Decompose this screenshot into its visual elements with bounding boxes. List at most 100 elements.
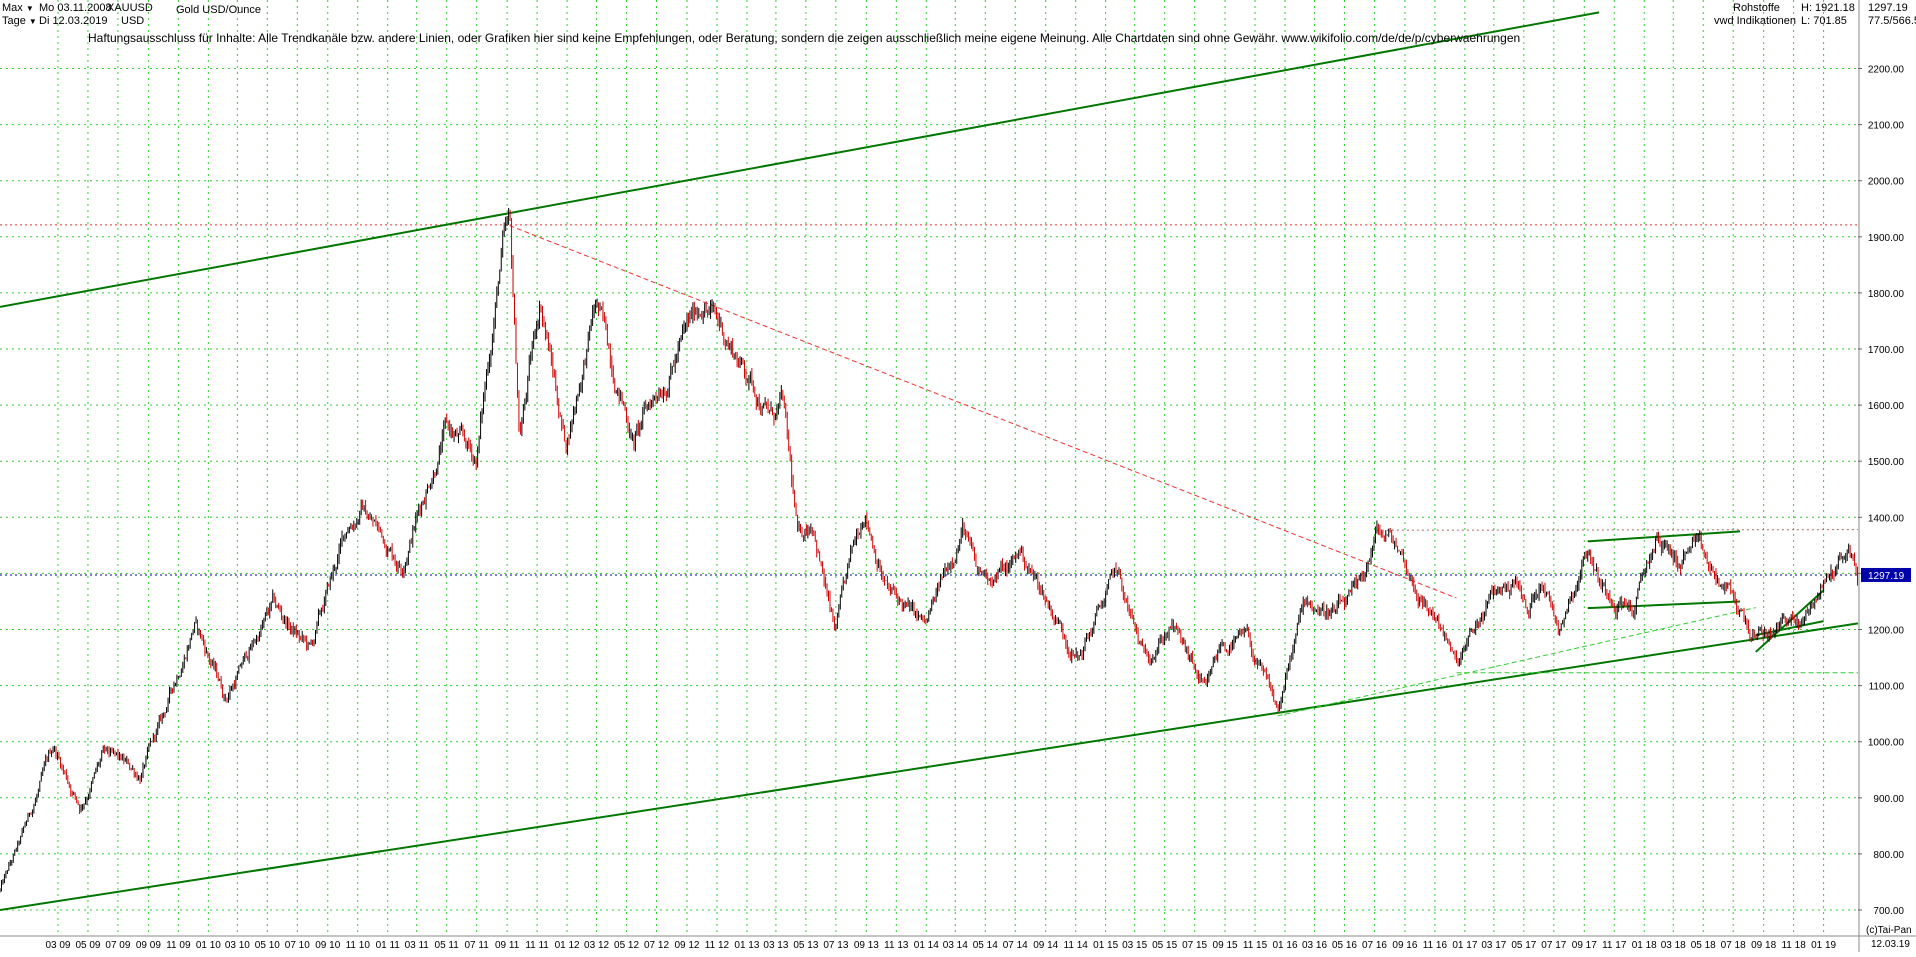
x-tick-label: 03 13 — [763, 940, 788, 951]
x-tick-label: 01 11 — [376, 940, 401, 951]
x-tick-label: 03 10 — [225, 940, 250, 951]
x-tick-label: 09 12 — [674, 940, 699, 951]
x-tick-label: 07 12 — [644, 940, 669, 951]
x-tick-label: 09 18 — [1751, 940, 1776, 951]
y-tick-label: 2200.00 — [1868, 65, 1905, 76]
x-tick-label: 07 11 — [465, 940, 490, 951]
x-tick-label: 05 17 — [1511, 940, 1536, 951]
range-label: Max — [2, 2, 23, 14]
currency-label: USD — [121, 15, 145, 27]
category-label: Rohstoffe — [1733, 2, 1780, 14]
x-tick-label: 09 13 — [854, 940, 879, 951]
x-tick-label: 05 13 — [793, 940, 818, 951]
x-tick-label: 03 15 — [1122, 940, 1147, 951]
chevron-down-icon: ▼ — [25, 4, 34, 13]
x-tick-label: 07 18 — [1721, 940, 1746, 951]
current-price-label: 1297.19 — [1868, 571, 1905, 582]
trend-line — [509, 225, 1457, 599]
trend-line — [0, 622, 1859, 911]
x-tick-label: 07 09 — [105, 940, 130, 951]
price-tag-layer: 1297.19 — [1861, 567, 1911, 582]
x-tick-label: 05 16 — [1332, 940, 1357, 951]
trend-line — [1587, 530, 1741, 543]
y-tick-label: 1700.00 — [1868, 345, 1905, 356]
current-price-tag — [1861, 567, 1911, 582]
x-tick-label: 03 16 — [1302, 940, 1327, 951]
y-tick-label: 1600.00 — [1868, 401, 1905, 412]
x-tick-label: 09 15 — [1213, 940, 1238, 951]
range-info: 77.5/566.5 — [1868, 15, 1916, 27]
x-axis: 03 09 05 09 07 09 09 09 11 09 01 10 03 10 05 10… — [0, 935, 1916, 951]
high-value: H: 1921.18 — [1801, 2, 1855, 14]
y-tick-label: 1900.00 — [1868, 233, 1905, 244]
x-tick-label: 07 17 — [1541, 940, 1566, 951]
date-to: Di 12.03.2019 — [39, 15, 108, 27]
x-tick-label: 01 19 — [1811, 940, 1836, 951]
x-tick-label: 09 09 — [136, 940, 161, 951]
trend-line — [1587, 600, 1741, 610]
x-tick-label: 05 11 — [435, 940, 460, 951]
x-tick-label: 11 14 — [1064, 940, 1089, 951]
x-tick-label: 07 14 — [1003, 940, 1028, 951]
x-tick-label: 05 10 — [255, 940, 280, 951]
copyright-label: (c)Tai-Pan — [1866, 925, 1912, 936]
x-tick-label: 03 09 — [45, 940, 70, 951]
y-tick-label: 1800.00 — [1868, 289, 1905, 300]
x-tick-label: 11 17 — [1602, 940, 1627, 951]
x-tick-label: 09 10 — [315, 940, 340, 951]
x-tick-label: 11 15 — [1243, 940, 1268, 951]
x-tick-label: 03 12 — [584, 940, 609, 951]
x-tick-label: 11 13 — [884, 940, 909, 951]
x-tick-label: 03 18 — [1661, 940, 1686, 951]
source-label: vwd Indikationen — [1714, 15, 1796, 27]
x-tick-label: 01 12 — [555, 940, 580, 951]
trend-line — [1277, 607, 1756, 717]
x-tick-label: 09 17 — [1572, 940, 1597, 951]
y-tick-label: 1200.00 — [1868, 626, 1905, 637]
x-tick-label: 11 10 — [346, 940, 371, 951]
trend-line — [0, 11, 1600, 308]
x-tick-label: 03 14 — [943, 940, 968, 951]
y-tick-label: 1100.00 — [1869, 682, 1905, 693]
interval-selector[interactable]: Tage ▼ — [2, 15, 37, 28]
low-value: L: 701.85 — [1801, 15, 1847, 27]
chevron-down-icon: ▼ — [28, 17, 37, 26]
date-from: Mo 03.11.2008 — [39, 2, 112, 14]
interval-label: Tage — [2, 15, 26, 27]
symbol-label: XAUUSD — [107, 2, 153, 14]
range-selector[interactable]: Max ▼ — [2, 2, 34, 15]
x-tick-label: 09 16 — [1392, 940, 1417, 951]
x-tick-label: 03 11 — [405, 940, 430, 951]
x-tick-label: 09 14 — [1033, 940, 1058, 951]
x-tick-label: 07 16 — [1362, 940, 1387, 951]
y-tick-label: 1400.00 — [1868, 513, 1905, 524]
x-tick-label: 01 15 — [1093, 940, 1118, 951]
y-tick-label: 800.00 — [1873, 850, 1904, 861]
y-tick-label: 900.00 — [1873, 794, 1904, 805]
x-tick-label: 05 09 — [75, 940, 100, 951]
price-series — [0, 207, 1859, 893]
y-tick-label: 2000.00 — [1868, 177, 1905, 188]
x-tick-label: 11 12 — [705, 940, 730, 951]
x-tick-label: 07 15 — [1182, 940, 1207, 951]
y-tick-label: 1500.00 — [1868, 457, 1905, 468]
x-tick-label: 01 17 — [1452, 940, 1477, 951]
trend-line — [1376, 529, 1859, 531]
last-date-label: 12.03.19 — [1871, 939, 1910, 950]
x-tick-label: 05 12 — [614, 940, 639, 951]
x-tick-label: 11 16 — [1423, 940, 1448, 951]
x-tick-label: 05 15 — [1152, 940, 1177, 951]
grid-layer — [0, 0, 1858, 936]
x-tick-label: 01 18 — [1632, 940, 1657, 951]
x-tick-label: 01 13 — [734, 940, 759, 951]
x-tick-label: 05 18 — [1691, 940, 1716, 951]
x-tick-label: 05 14 — [973, 940, 998, 951]
x-tick-label: 11 09 — [166, 940, 191, 951]
x-tick-label: 11 11 — [525, 940, 549, 951]
y-tick-label: 700.00 — [1873, 906, 1904, 917]
x-tick-label: 11 18 — [1781, 940, 1806, 951]
x-tick-label: 01 10 — [196, 940, 221, 951]
instrument-name: Gold USD/Ounce — [176, 4, 261, 16]
